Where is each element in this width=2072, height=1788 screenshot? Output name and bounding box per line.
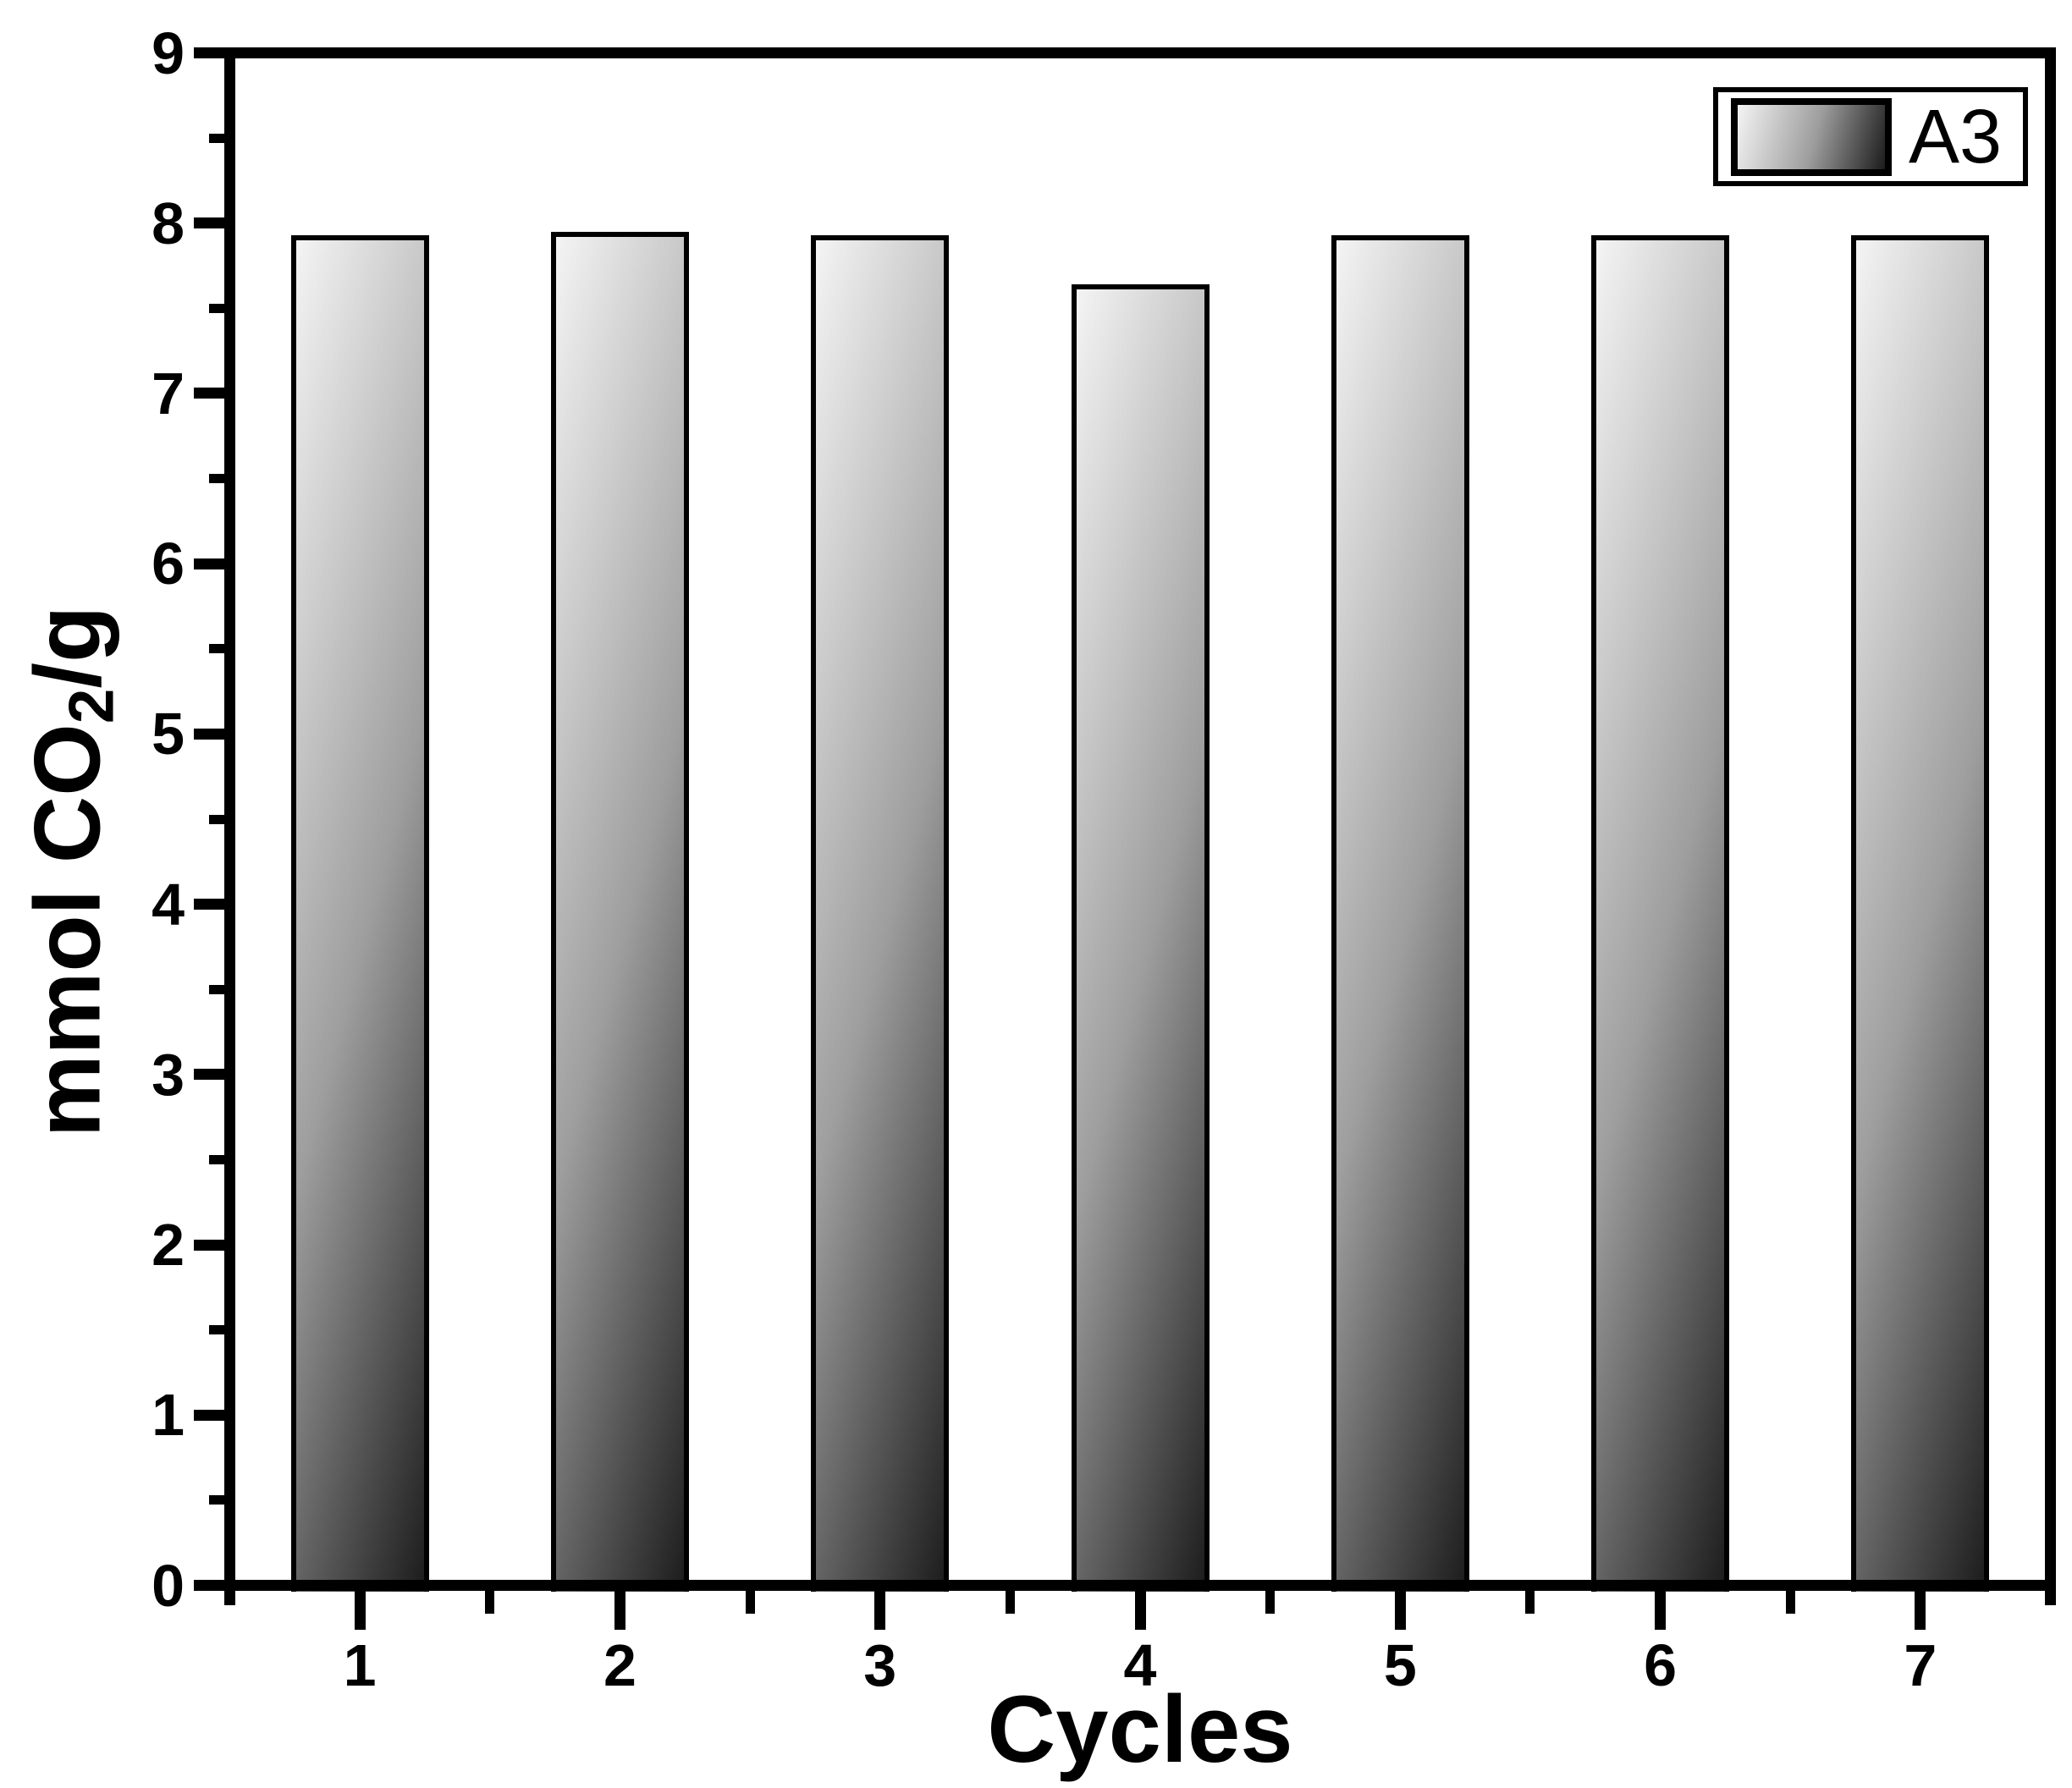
y-tick-label-1: 1 (152, 1382, 185, 1449)
bar-cycle-3 (811, 234, 950, 1593)
y-axis-title: mmol CO2/g (14, 605, 127, 1138)
y-major-tick-5 (194, 728, 225, 740)
y-axis-title-prefix: mmol CO (15, 723, 120, 1138)
y-major-tick-6 (194, 558, 225, 569)
x-major-tick-5 (1394, 1591, 1406, 1630)
x-minor-tick-6 (1785, 1591, 1795, 1614)
y-minor-tick-6.5 (209, 474, 225, 484)
right-axis-stub (2045, 1591, 2056, 1605)
bar-cycle-7 (1851, 234, 1990, 1593)
y-minor-tick-7.5 (209, 303, 225, 313)
y-minor-tick-8.5 (209, 133, 225, 143)
x-tick-label-5: 5 (1383, 1632, 1417, 1698)
y-tick-label-7: 7 (152, 360, 185, 426)
bar-cycle-6 (1591, 234, 1730, 1593)
y-tick-label-6: 6 (152, 531, 185, 597)
x-major-tick-6 (1655, 1591, 1667, 1630)
y-tick-label-5: 5 (152, 701, 185, 767)
y-tick-label-9: 9 (152, 19, 185, 86)
y-major-tick-0 (194, 1580, 225, 1591)
x-minor-tick-1 (485, 1591, 495, 1614)
x-minor-tick-4 (1265, 1591, 1276, 1614)
y-major-tick-8 (194, 217, 225, 229)
x-tick-label-6: 6 (1644, 1632, 1678, 1698)
x-tick-label-4: 4 (1123, 1632, 1157, 1698)
y-tick-label-2: 2 (152, 1212, 185, 1279)
bar-cycle-4 (1071, 284, 1210, 1593)
y-axis-title-suffix: /g (15, 605, 120, 689)
legend-swatch-a3 (1731, 97, 1892, 176)
y-tick-label-8: 8 (152, 190, 185, 256)
x-tick-label-2: 2 (603, 1632, 636, 1698)
y-minor-tick-3.5 (209, 984, 225, 994)
y-minor-tick-5.5 (209, 644, 225, 654)
legend-label-a3: A3 (1909, 94, 2003, 179)
y-major-tick-9 (194, 47, 225, 58)
y-major-tick-7 (194, 388, 225, 399)
x-tick-label-3: 3 (863, 1632, 897, 1698)
y-minor-tick-0.5 (209, 1495, 225, 1505)
x-major-tick-3 (874, 1591, 886, 1630)
x-axis-title: Cycles (987, 1676, 1293, 1782)
bar-cycle-2 (550, 231, 689, 1593)
y-major-tick-2 (194, 1239, 225, 1251)
left-axis-stub (224, 1591, 235, 1605)
y-axis-title-subscript: 2 (55, 688, 127, 724)
y-minor-tick-2.5 (209, 1154, 225, 1164)
y-major-tick-1 (194, 1409, 225, 1421)
x-minor-tick-2 (745, 1591, 755, 1614)
y-tick-label-4: 4 (152, 871, 185, 938)
bar-cycle-1 (290, 234, 429, 1593)
y-minor-tick-1.5 (209, 1325, 225, 1335)
y-major-tick-3 (194, 1069, 225, 1081)
x-minor-tick-3 (1005, 1591, 1015, 1614)
y-tick-label-3: 3 (152, 1041, 185, 1108)
x-major-tick-7 (1915, 1591, 1926, 1630)
x-tick-label-1: 1 (343, 1632, 377, 1698)
legend: A3 (1713, 87, 2028, 186)
bar-cycle-5 (1331, 234, 1469, 1593)
x-major-tick-1 (354, 1591, 366, 1630)
y-major-tick-4 (194, 899, 225, 911)
y-tick-label-0: 0 (152, 1552, 185, 1619)
x-minor-tick-5 (1525, 1591, 1535, 1614)
x-major-tick-4 (1134, 1591, 1146, 1630)
x-major-tick-2 (614, 1591, 625, 1630)
x-tick-label-7: 7 (1904, 1632, 1937, 1698)
y-minor-tick-4.5 (209, 814, 225, 824)
